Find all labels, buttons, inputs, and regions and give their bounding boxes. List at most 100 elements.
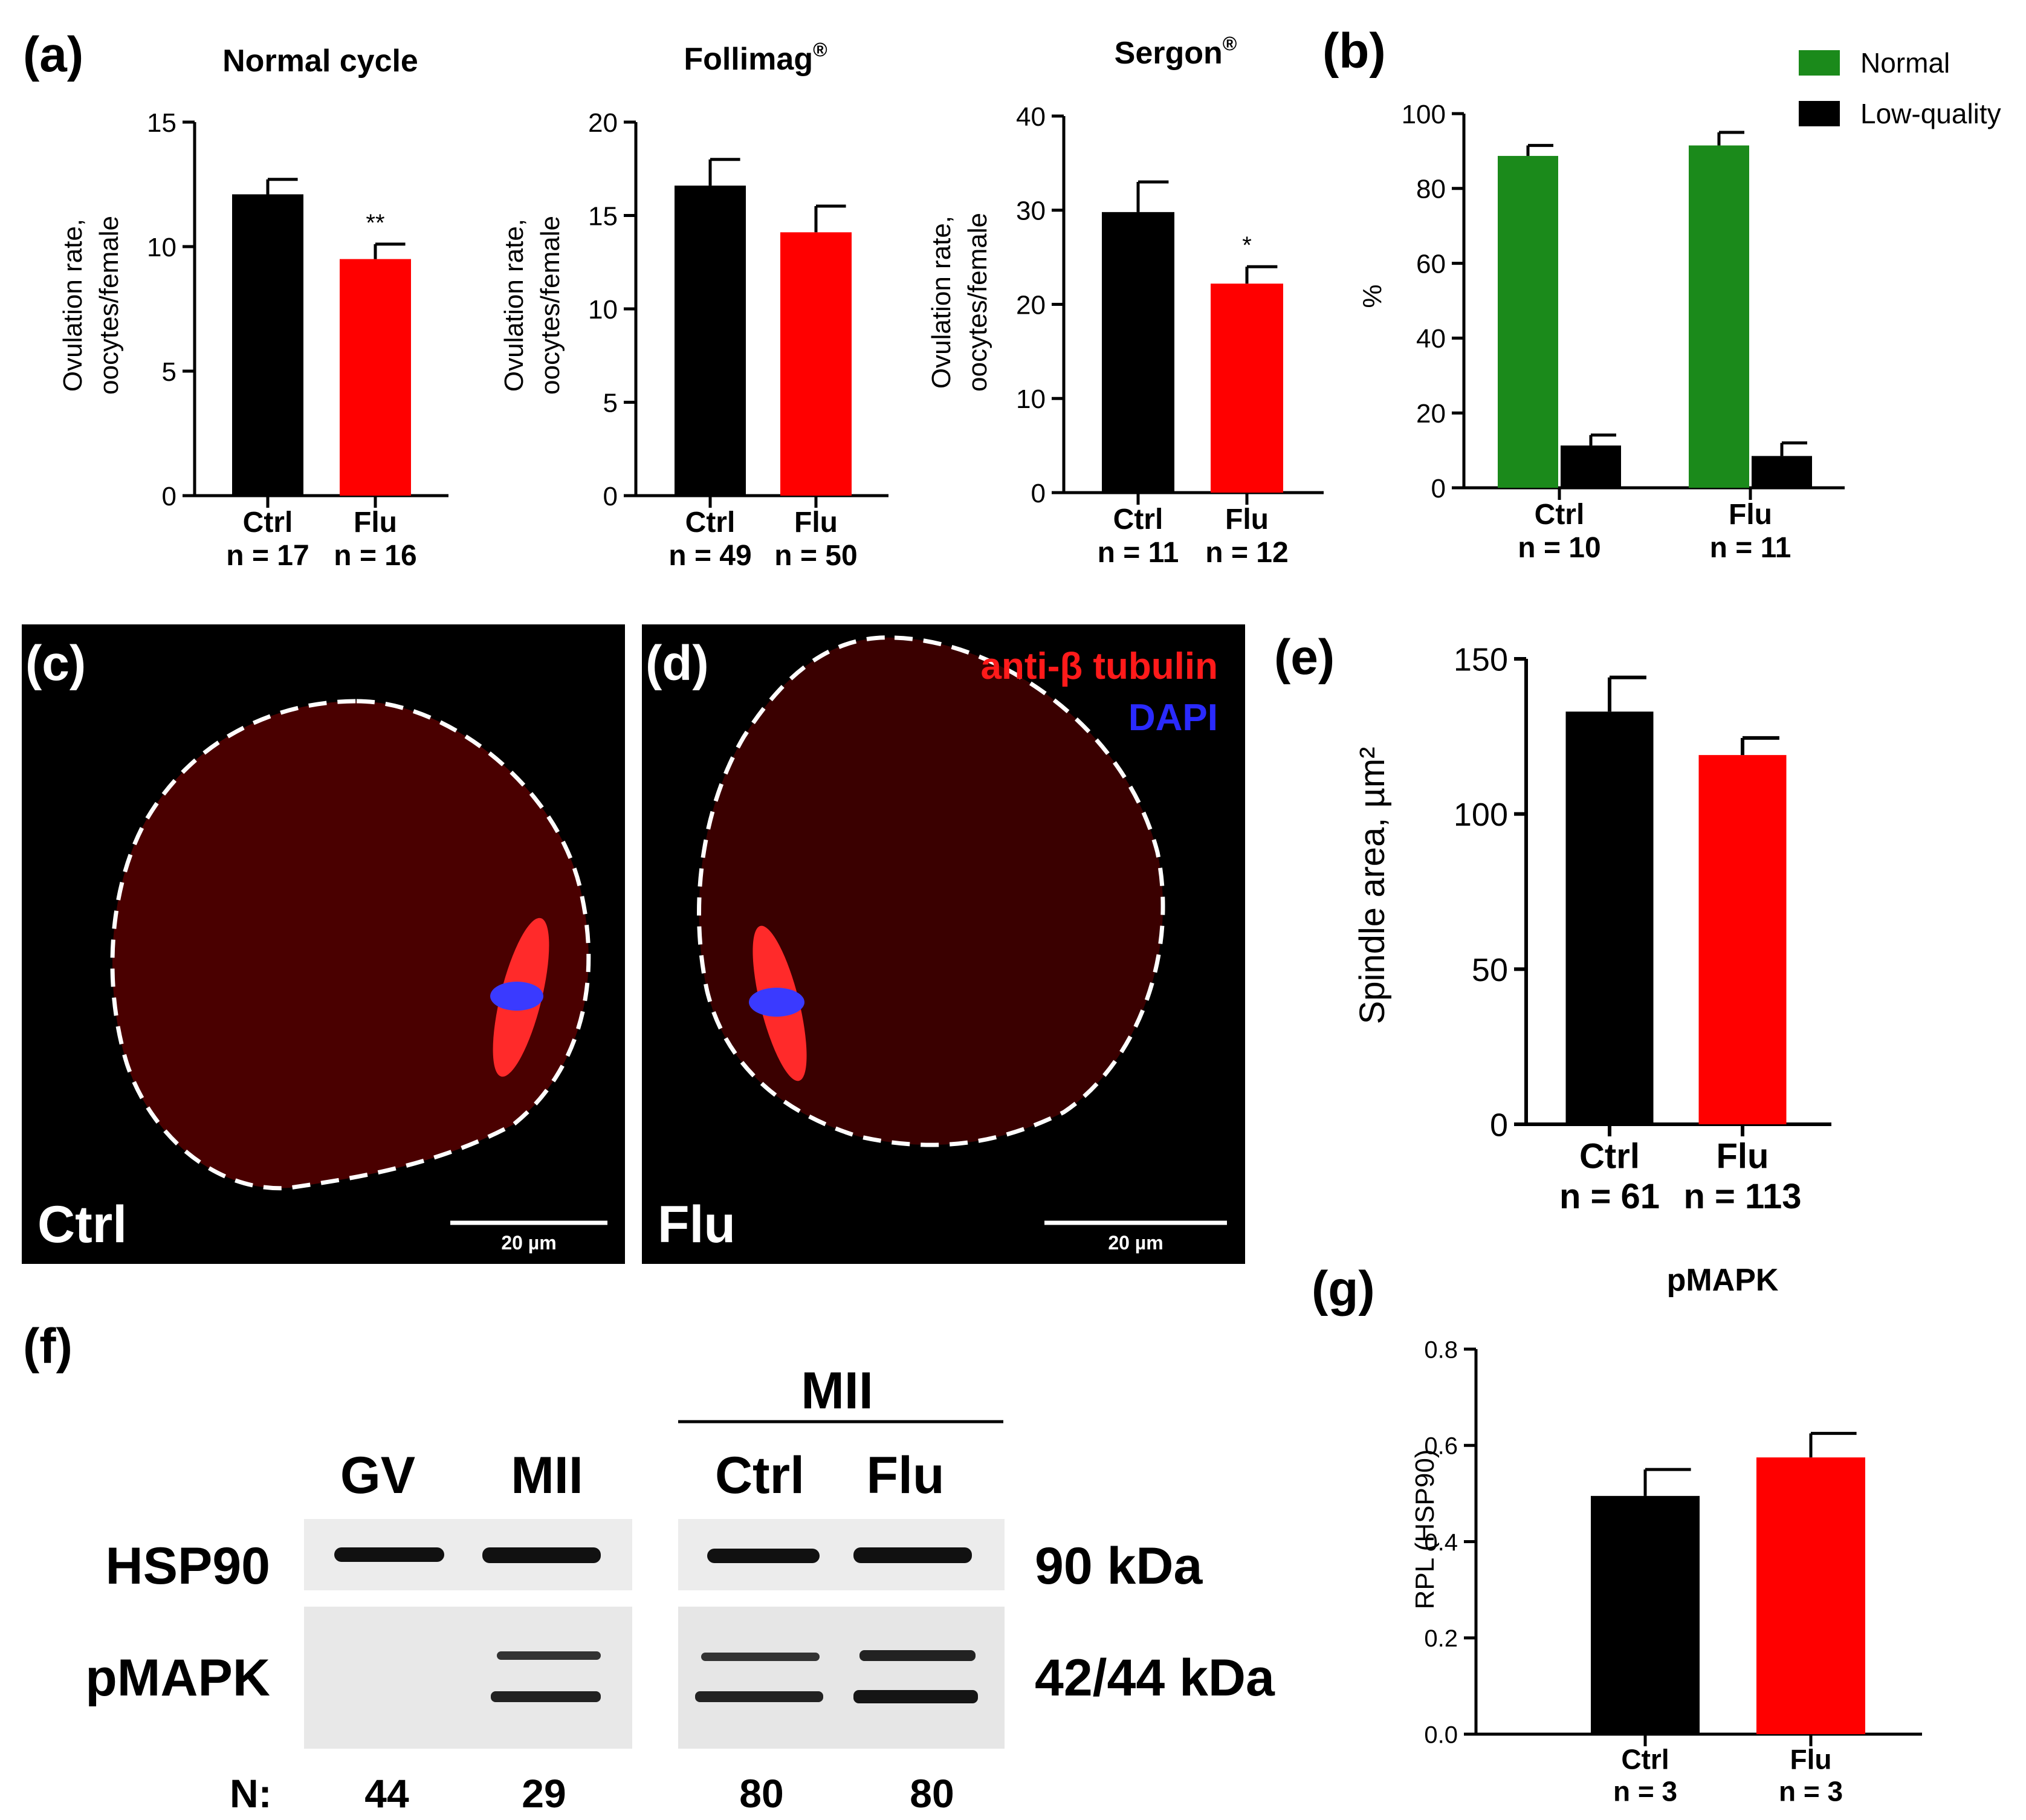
chart-title: Follimag® xyxy=(684,39,827,77)
n-label: n = 17 xyxy=(226,540,309,572)
panel-label-g: (g) xyxy=(1312,1261,1375,1316)
lane-label-ctrl: Ctrl xyxy=(715,1446,804,1504)
y-tick-label: 0.4 xyxy=(1424,1529,1458,1556)
x-tick-label: Flu xyxy=(794,507,838,539)
chart-marks: * xyxy=(1102,180,1283,493)
chart-marks xyxy=(1591,1431,1865,1734)
y-tick-label: 100 xyxy=(1454,797,1508,833)
bar-flu xyxy=(780,232,852,496)
y-tick-label: 0 xyxy=(1031,479,1046,508)
bar-low-quality xyxy=(1752,456,1812,488)
bar-low-quality xyxy=(1561,445,1621,488)
band-pmapk-flu-lower xyxy=(853,1690,978,1703)
x-tick-label: Ctrl xyxy=(1535,499,1585,531)
n-value-flu: 80 xyxy=(910,1771,954,1816)
micrograph-ctrl: Ctrl 20 µm (c) xyxy=(22,624,625,1264)
y-axis-label: RPL (HSP90) xyxy=(1410,1449,1440,1610)
chromosomes-dapi xyxy=(749,988,804,1017)
legend-label-low-quality: Low-quality xyxy=(1860,98,2001,129)
y-axis-label-line1: Ovulation rate, xyxy=(927,216,956,389)
y-axis-label-line1: Ovulation rate, xyxy=(499,219,529,392)
y-tick-label: 0.0 xyxy=(1424,1721,1458,1748)
band-hsp90-mii xyxy=(482,1547,601,1563)
panel-label-b: (b) xyxy=(1322,24,1386,79)
n-label: n = 61 xyxy=(1559,1177,1660,1216)
oocyte-outline xyxy=(110,699,591,1191)
western-blot: MII GV MII Ctrl Flu HSP90 pMAPK 90 kDa 4… xyxy=(85,1362,1275,1816)
chart-marks: ** xyxy=(232,178,411,496)
bar-flu xyxy=(1756,1457,1865,1734)
bar-ctrl xyxy=(1591,1495,1700,1734)
protein-label-hsp90: HSP90 xyxy=(106,1537,271,1595)
bar-flu xyxy=(1698,755,1787,1124)
significance-marker: ** xyxy=(366,210,384,236)
bar-ctrl xyxy=(675,186,746,496)
panel-label-a: (a) xyxy=(23,27,83,82)
mw-label-pmapk: 42/44 kDa xyxy=(1035,1649,1275,1707)
lane-label-flu: Flu xyxy=(867,1446,945,1504)
x-tick-label: Flu xyxy=(1729,499,1772,531)
y-tick-label: 10 xyxy=(1016,384,1046,414)
chart-marks xyxy=(1565,675,1787,1124)
band-hsp90-gv xyxy=(334,1547,444,1562)
chromosomes-dapi xyxy=(490,982,543,1011)
n-label: n = 16 xyxy=(334,540,416,572)
y-tick-label: 20 xyxy=(1416,399,1446,429)
band-pmapk-ctrl-upper xyxy=(701,1653,820,1661)
y-tick-label: 0 xyxy=(1490,1107,1508,1143)
n-label: n = 10 xyxy=(1518,532,1600,564)
y-axis-label: Spindle area, µm² xyxy=(1353,747,1392,1025)
y-axis-label-line2: oocytes/female xyxy=(963,213,992,392)
y-tick-label: 0.8 xyxy=(1424,1336,1458,1363)
x-tick-label: Flu xyxy=(1225,504,1269,536)
legend-label-normal: Normal xyxy=(1860,47,1950,79)
legend-swatch-low-quality xyxy=(1799,101,1840,126)
y-tick-label: 10 xyxy=(588,295,618,325)
n-label: n = 50 xyxy=(774,540,857,572)
blot-membrane-pmapk-right xyxy=(678,1607,1005,1749)
panel-label-f: (f) xyxy=(23,1319,73,1374)
mw-label-hsp90: 90 kDa xyxy=(1035,1537,1203,1595)
bar-flu xyxy=(1211,283,1283,493)
y-tick-label: 80 xyxy=(1416,175,1446,204)
x-tick-label: Ctrl xyxy=(685,507,736,539)
bar-normal xyxy=(1498,155,1558,488)
scale-bar-label: 20 µm xyxy=(501,1232,556,1254)
y-tick-label: 0 xyxy=(162,482,176,511)
y-tick-label: 60 xyxy=(1416,249,1446,279)
y-axis-label: % xyxy=(1358,284,1387,308)
bar-ctrl xyxy=(232,194,303,496)
lane-label-mii: MII xyxy=(511,1446,583,1504)
x-tick-label: Flu xyxy=(1717,1137,1769,1176)
chart-marks xyxy=(1498,131,1812,488)
y-tick-label: 0 xyxy=(603,482,618,511)
panel-label-d: (d) xyxy=(646,636,709,691)
n-value-ctrl: 80 xyxy=(739,1771,783,1816)
n-label: n = 49 xyxy=(668,540,751,572)
band-pmapk-ctrl-lower xyxy=(695,1691,823,1702)
bar-ctrl xyxy=(1102,212,1174,493)
y-tick-label: 0.2 xyxy=(1424,1625,1458,1652)
n-value-mii: 29 xyxy=(522,1771,566,1816)
y-tick-label: 15 xyxy=(588,201,618,231)
x-tick-label: Flu xyxy=(354,507,397,539)
n-label: n = 11 xyxy=(1098,537,1179,569)
n-label: n = 113 xyxy=(1683,1177,1801,1216)
y-tick-label: 30 xyxy=(1016,196,1046,226)
n-value-gv: 44 xyxy=(364,1771,409,1816)
chart-marks xyxy=(675,158,852,496)
y-tick-label: 0 xyxy=(1431,474,1446,504)
y-tick-label: 50 xyxy=(1472,952,1508,988)
bar-normal xyxy=(1689,145,1749,488)
chart-title-sup: ® xyxy=(813,39,827,60)
